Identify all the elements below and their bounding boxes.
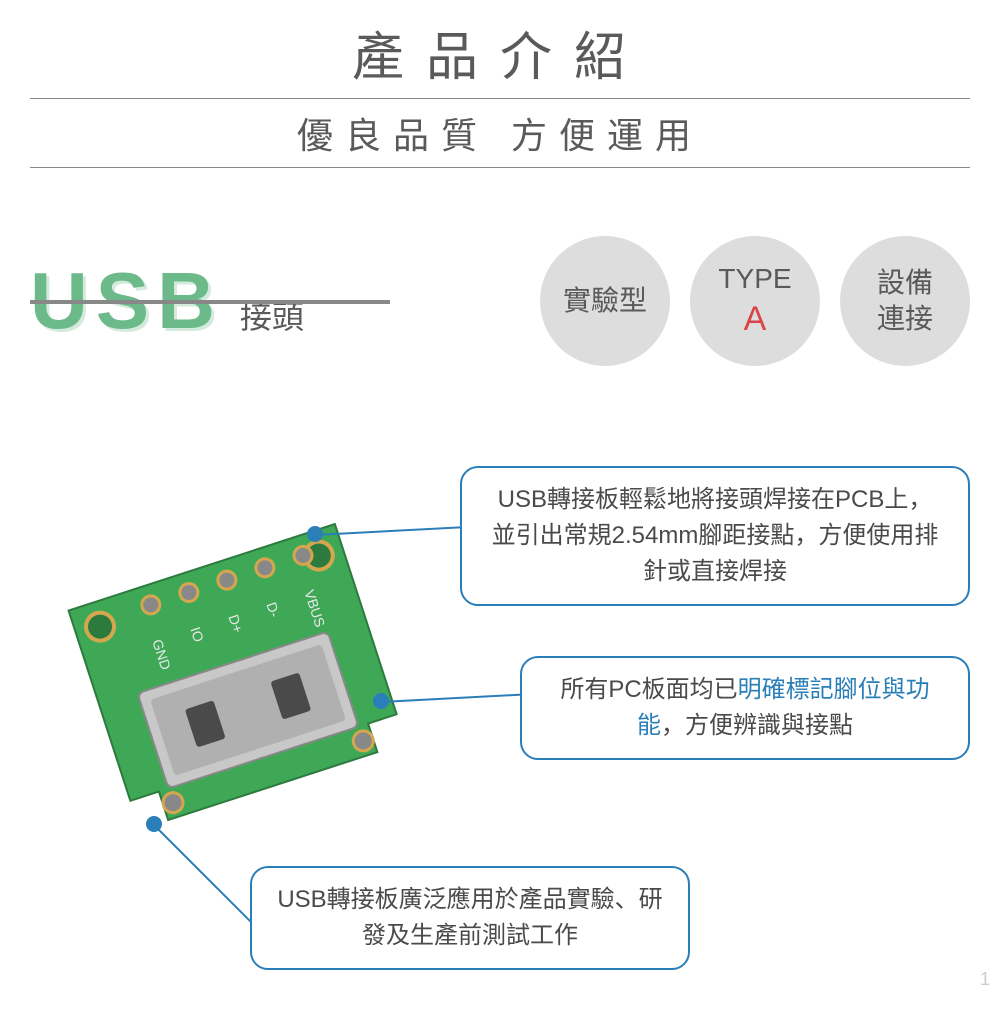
footer-number: 1 [980,969,990,990]
callout-3-text: USB轉接板廣泛應用於產品實驗、研發及生產前測試工作 [277,886,662,949]
subtitle: 優良品質 方便運用 [0,107,1000,159]
pointer-dot-3 [146,816,162,832]
product-area: GND IO D+ D- VBUS USB轉接板輕鬆地將接頭焊接在PCB上，並引… [0,426,1000,1026]
pointer-dot-2 [373,693,389,709]
callout-3: USB轉接板廣泛應用於產品實驗、研發及生產前測試工作 [250,866,690,970]
badge3-line1: 設備 [877,265,933,301]
badge1-text: 實驗型 [563,283,647,319]
badge2-line1: TYPE [718,261,791,297]
badge-type-a: TYPE A [690,236,820,366]
badge-device-connect: 設備 連接 [840,236,970,366]
badge3-line2: 連接 [877,301,933,337]
callout-1: USB轉接板輕鬆地將接頭焊接在PCB上，並引出常規2.54mm腳距接點，方便使用… [460,466,970,606]
callout-1-text: USB轉接板輕鬆地將接頭焊接在PCB上，並引出常規2.54mm腳距接點，方便使用… [492,486,939,585]
main-title: 產品介紹 [0,15,1000,90]
pcb-board-image: GND IO D+ D- VBUS [30,486,410,826]
pointer-dot-1 [307,526,323,542]
divider-line-bottom [30,167,970,168]
divider-line-top [30,98,970,99]
callout-2: 所有PC板面均已明確標記腳位與功能，方便辨識與接點 [520,656,970,760]
header-section: 產品介紹 優良品質 方便運用 [0,0,1000,168]
usb-suffix: 接頭 [240,292,304,338]
badge2-line2: A [744,297,767,341]
callout-2-suffix: ，方便辨識與接點 [661,712,853,739]
callout-2-prefix: 所有PC板面均已 [560,676,737,703]
usb-underline [30,300,390,304]
badge-experimental: 實驗型 [540,236,670,366]
row-section: USB 接頭 實驗型 TYPE A 設備 連接 [0,176,1000,366]
